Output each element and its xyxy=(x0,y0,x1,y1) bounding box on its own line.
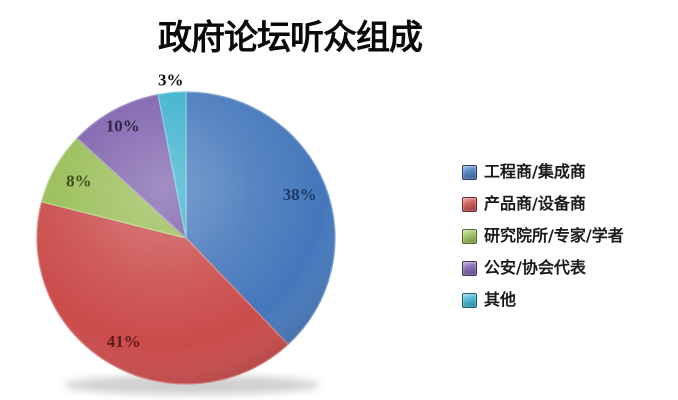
slice-label-4: 3% xyxy=(158,71,184,90)
slice-label-3: 10% xyxy=(106,116,140,135)
legend-swatch-icon xyxy=(462,164,477,180)
legend-swatch-icon xyxy=(462,260,477,276)
legend-label: 研究院所/专家/学者 xyxy=(484,226,624,245)
legend-item-2: 研究院所/专家/学者 xyxy=(462,226,624,246)
legend-swatch-icon xyxy=(462,196,477,212)
chart-title: 政府论坛听众组成 xyxy=(158,20,423,57)
legend-label: 产品商/设备商 xyxy=(484,194,586,213)
legend-label: 工程商/集成商 xyxy=(484,162,586,181)
legend: 工程商/集成商 产品商/设备商研究院所/专家/学者 公安/协会代表 其他 xyxy=(462,162,624,322)
legend-label: 其他 xyxy=(484,290,517,309)
slice-label-0: 38% xyxy=(283,185,317,204)
legend-label: 公安/协会代表 xyxy=(484,258,586,277)
legend-swatch-icon xyxy=(462,292,477,308)
legend-item-4: 其他 xyxy=(462,290,624,310)
legend-item-1: 产品商/设备商 xyxy=(462,194,624,214)
legend-item-0: 工程商/集成商 xyxy=(462,162,624,182)
slice-label-2: 8% xyxy=(66,171,92,190)
legend-item-3: 公安/协会代表 xyxy=(462,258,624,278)
legend-swatch-icon xyxy=(462,228,477,244)
slice-label-1: 41% xyxy=(107,332,141,351)
